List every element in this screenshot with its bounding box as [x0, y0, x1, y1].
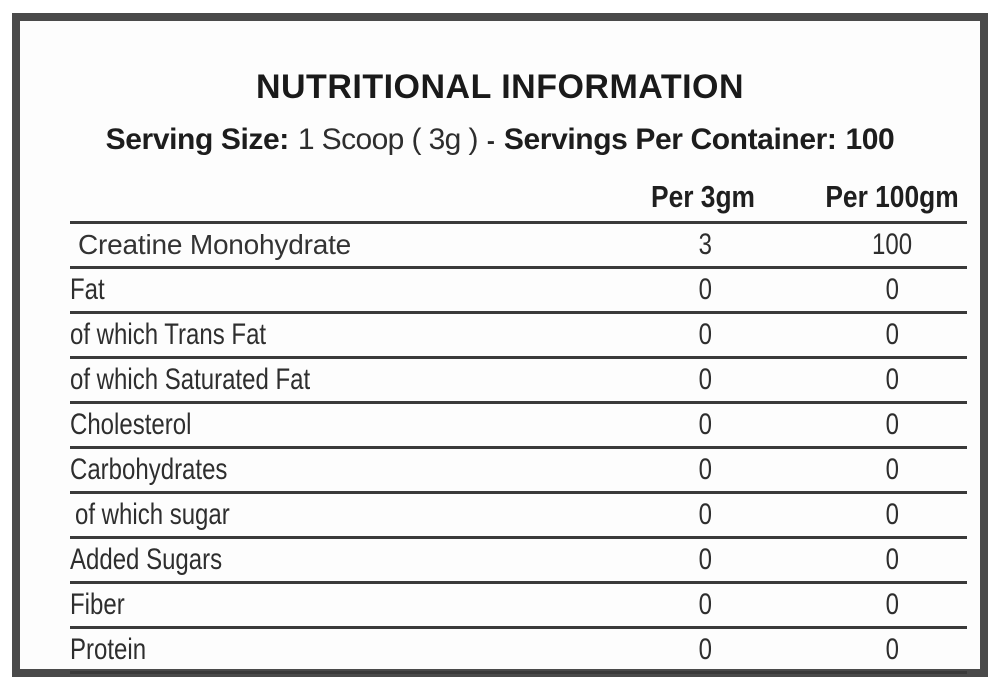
table-row: Fiber 0 0 — [70, 581, 967, 626]
nutrient-value-per-100gm: 0 — [885, 588, 899, 621]
nutrient-value-per-3gm: 0 — [698, 588, 712, 621]
nutrient-value-per-100gm: 100 — [871, 228, 913, 261]
nutrient-value-per-3gm-cell: 0 — [593, 543, 817, 577]
nutrient-value-per-100gm-cell: 0 — [817, 318, 967, 352]
servings-per-container-value: 100 — [845, 123, 895, 156]
nutrient-value-per-3gm-cell: 3 — [593, 228, 817, 262]
table-row: Protein 0 0 — [70, 626, 967, 671]
nutrient-value-per-100gm: 0 — [885, 363, 899, 396]
servings-per-container-label: Servings Per Container: — [503, 123, 837, 156]
nutrient-label-cell: Carbohydrates — [70, 453, 593, 487]
column-header-per-3gm: Per 3gm — [651, 179, 755, 214]
nutrient-label: Added Sugars — [70, 543, 223, 576]
nutrient-value-per-3gm: 0 — [698, 363, 712, 396]
nutrient-value-per-3gm: 0 — [698, 543, 712, 576]
table-row: of which sugar 0 0 — [70, 491, 967, 536]
nutrient-label: Carbohydrates — [70, 453, 228, 486]
nutrient-label-cell: Creatine Monohydrate — [70, 229, 593, 261]
nutrient-value-per-100gm: 0 — [885, 543, 899, 576]
nutrient-value-per-100gm-cell: 0 — [817, 453, 967, 487]
nutrient-label-cell: Fiber — [70, 588, 593, 622]
nutrition-title: NUTRITIONAL INFORMATION — [255, 68, 745, 106]
nutrient-value-per-100gm: 0 — [885, 273, 899, 306]
nutrient-value-per-100gm-cell: 0 — [817, 543, 967, 577]
separator-dash: - — [486, 128, 495, 155]
nutrient-value-per-3gm-cell: 0 — [593, 498, 817, 532]
nutrient-label: Protein — [70, 633, 147, 666]
nutrient-value-per-3gm-cell: 0 — [593, 273, 817, 307]
nutrient-label: Fat — [70, 273, 105, 306]
nutrient-value-per-100gm: 0 — [885, 453, 899, 486]
nutrient-value-per-3gm: 0 — [698, 633, 712, 666]
nutrient-label: of which Trans Fat — [70, 318, 267, 351]
nutrient-value-per-3gm: 0 — [698, 408, 712, 441]
table-row: of which Trans Fat 0 0 — [70, 311, 967, 356]
nutrient-value-per-3gm-cell: 0 — [593, 408, 817, 442]
nutrient-label: Fiber — [70, 588, 125, 621]
nutrient-label-cell: of which sugar — [70, 498, 593, 532]
table-row: Cholesterol 0 0 — [70, 401, 967, 446]
nutrient-value-per-3gm: 0 — [698, 318, 712, 351]
nutrition-table: Creatine Monohydrate 3 100 Fat 0 0 of wh… — [70, 221, 967, 674]
table-row: Added Sugars 0 0 — [70, 536, 967, 581]
nutrient-value-per-100gm-cell: 0 — [817, 273, 967, 307]
serving-size-label: Serving Size: — [105, 123, 290, 156]
nutrient-label: Creatine Monohydrate — [78, 229, 352, 260]
nutrient-value-per-100gm-cell: 100 — [817, 228, 967, 262]
table-row: of which Saturated Fat 0 0 — [70, 356, 967, 401]
nutrient-value-per-3gm-cell: 0 — [593, 318, 817, 352]
serving-size-value: 1 Scoop ( 3g ) — [297, 123, 479, 156]
nutrient-value-per-100gm-cell: 0 — [817, 498, 967, 532]
nutrient-value-per-100gm-cell: 0 — [817, 363, 967, 397]
nutrient-value-per-3gm: 3 — [698, 228, 712, 261]
column-header-per-100gm: Per 100gm — [825, 179, 959, 214]
nutrient-label-cell: Protein — [70, 633, 593, 667]
nutrient-value-per-3gm-cell: 0 — [593, 633, 817, 667]
nutrient-value-per-100gm: 0 — [885, 633, 899, 666]
nutrient-value-per-3gm: 0 — [698, 273, 712, 306]
table-row: Carbohydrates 0 0 — [70, 446, 967, 491]
nutrient-label: of which Saturated Fat — [70, 363, 311, 396]
nutrient-value-per-100gm: 0 — [885, 318, 899, 351]
nutrient-label: Cholesterol — [70, 408, 192, 441]
table-row: Creatine Monohydrate 3 100 — [70, 221, 967, 266]
nutrient-label-cell: Fat — [70, 273, 593, 307]
nutrient-value-per-100gm-cell: 0 — [817, 408, 967, 442]
nutrient-value-per-3gm-cell: 0 — [593, 588, 817, 622]
nutrient-value-per-100gm: 0 — [885, 408, 899, 441]
nutrient-value-per-100gm-cell: 0 — [817, 588, 967, 622]
serving-info-line: Serving Size: 1 Scoop ( 3g ) - Servings … — [20, 122, 980, 160]
nutrient-value-per-3gm-cell: 0 — [593, 363, 817, 397]
nutrient-label: of which sugar — [75, 498, 230, 531]
nutrient-value-per-100gm-cell: 0 — [817, 633, 967, 667]
nutrient-label-cell: of which Saturated Fat — [70, 363, 593, 397]
table-row: Fat 0 0 — [70, 266, 967, 311]
nutrient-label-cell: Added Sugars — [70, 543, 593, 577]
nutrition-label-box: NUTRITIONAL INFORMATION Serving Size: 1 … — [12, 13, 988, 677]
nutrient-label-cell: Cholesterol — [70, 408, 593, 442]
nutrient-value-per-3gm: 0 — [698, 498, 712, 531]
nutrient-label-cell: of which Trans Fat — [70, 318, 593, 352]
nutrient-value-per-100gm: 0 — [885, 498, 899, 531]
nutrient-value-per-3gm: 0 — [698, 453, 712, 486]
nutrient-value-per-3gm-cell: 0 — [593, 453, 817, 487]
